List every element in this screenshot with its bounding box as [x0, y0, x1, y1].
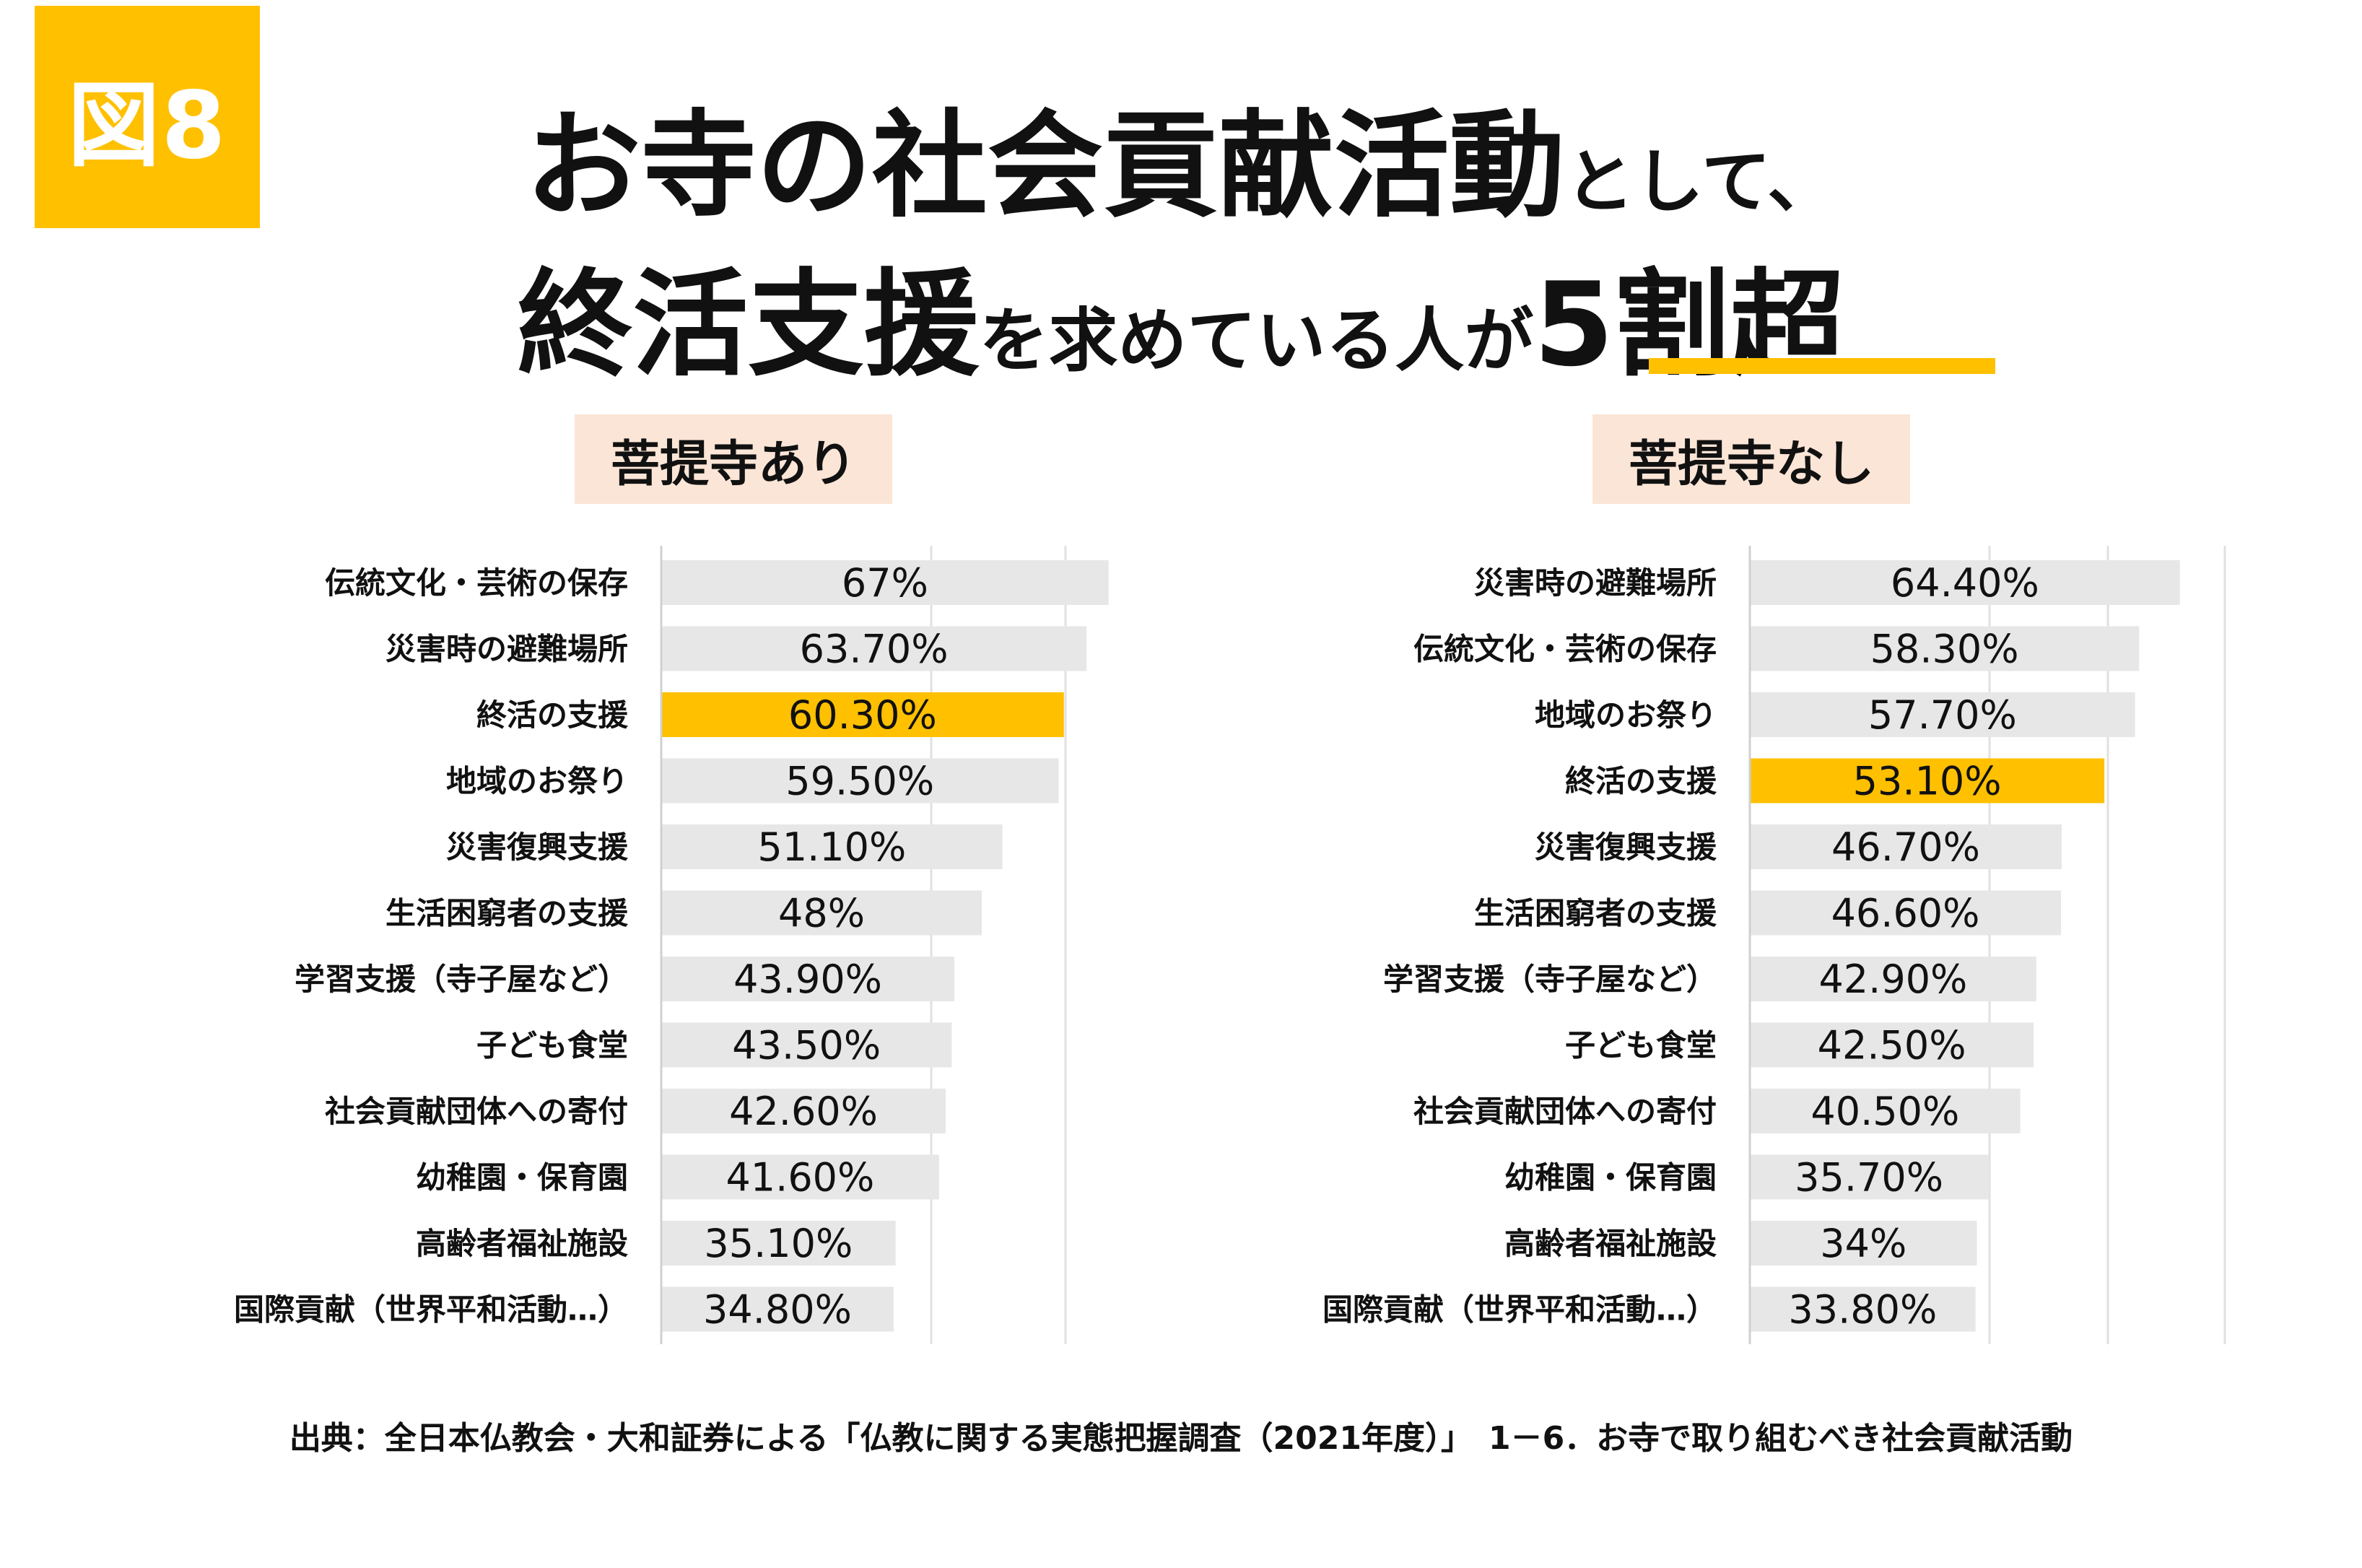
left-bar — [661, 824, 1003, 869]
right-value-label: 40.50% — [1810, 1089, 1959, 1134]
right-value-label: 35.70% — [1795, 1155, 1943, 1201]
panel-title-with-family-temple: 菩提寺あり — [575, 414, 892, 504]
right-value-label: 46.70% — [1831, 824, 1980, 870]
right-category-label: 高齢者福祉施設 — [1504, 1226, 1717, 1261]
left-bar — [661, 1089, 946, 1133]
left-bar — [661, 957, 955, 1001]
left-category-label: 国際貢献（世界平和活動…） — [234, 1292, 628, 1328]
left-value-label: 60.30% — [788, 692, 937, 738]
left-bar — [661, 890, 982, 936]
left-value-label: 35.10% — [704, 1221, 853, 1266]
figure-number-badge: 図8 — [35, 6, 260, 228]
left-category-label: 終活の支援 — [476, 697, 629, 733]
left-category-label: 子ども食堂 — [476, 1028, 628, 1063]
right-value-label: 42.50% — [1818, 1023, 1966, 1068]
right-bar — [1750, 957, 2036, 1001]
headline-connector-2: を求めている人が — [979, 300, 1534, 381]
headline-line-1: お寺の社会貢献活動として、 — [0, 72, 2362, 240]
left-bar — [661, 626, 1087, 671]
right-bar — [1750, 626, 2140, 671]
left-value-label: 42.60% — [729, 1089, 878, 1134]
panel-title-without-family-temple: 菩提寺なし — [1592, 414, 1910, 504]
right-bar — [1750, 692, 2135, 737]
left-category-label: 地域のお祭り — [446, 764, 628, 799]
left-category-label: 伝統文化・芸術の保存 — [325, 565, 628, 601]
right-bar — [1750, 560, 2180, 605]
left-value-label: 34.80% — [703, 1287, 852, 1333]
right-category-label: 学習支援（寺子屋など） — [1383, 962, 1717, 997]
right-category-label: 災害復興支援 — [1535, 829, 1717, 865]
left-bar-highlight — [661, 692, 1064, 737]
right-bar — [1750, 1089, 2021, 1133]
left-bar — [661, 1286, 894, 1332]
left-value-label: 43.90% — [733, 957, 882, 1002]
right-value-label: 64.40% — [1891, 560, 2039, 606]
left-bar — [661, 1221, 896, 1266]
left-value-label: 43.50% — [732, 1023, 881, 1068]
left-bar — [661, 1022, 952, 1068]
right-category-label: 終活の支援 — [1565, 764, 1717, 799]
left-value-label: 67% — [842, 560, 928, 606]
left-category-label: 災害時の避難場所 — [385, 632, 628, 667]
right-category-label: 生活困窮者の支援 — [1474, 896, 1717, 931]
left-value-label: 63.70% — [800, 627, 949, 672]
right-category-label: 社会貢献団体への寄付 — [1413, 1094, 1717, 1129]
left-value-label: 48% — [778, 891, 865, 936]
left-value-label: 51.10% — [757, 824, 906, 870]
right-value-label: 53.10% — [1853, 759, 2002, 804]
left-value-label: 41.60% — [725, 1155, 874, 1201]
headline-line-2: 終活支援を求めている人が5割超 — [0, 231, 2362, 398]
right-category-label: 伝統文化・芸術の保存 — [1413, 632, 1717, 667]
right-bar — [1750, 1154, 1989, 1200]
right-category-label: 国際貢献（世界平和活動…） — [1322, 1292, 1717, 1328]
right-value-label: 57.70% — [1868, 692, 2017, 738]
right-value-label: 34% — [1820, 1221, 1906, 1266]
right-bar — [1750, 1286, 1976, 1332]
right-category-label: 地域のお祭り — [1535, 697, 1717, 733]
right-category-label: 子ども食堂 — [1565, 1028, 1717, 1063]
left-category-label: 学習支援（寺子屋など） — [295, 962, 628, 997]
left-bar — [661, 758, 1059, 803]
headline-accent-underline — [1649, 358, 1995, 374]
right-bar — [1750, 890, 2062, 936]
headline-emphasis-end-of-life-support: 終活支援 — [517, 257, 980, 392]
left-category-label: 高齢者福祉施設 — [416, 1226, 628, 1261]
right-value-label: 33.80% — [1788, 1287, 1937, 1333]
right-bar — [1750, 824, 2062, 869]
left-bar — [661, 1154, 939, 1200]
left-value-label: 59.50% — [785, 759, 934, 804]
left-category-label: 生活困窮者の支援 — [385, 896, 629, 931]
right-bar-highlight — [1750, 758, 2105, 803]
right-bar — [1750, 1022, 2034, 1068]
right-bar — [1750, 1221, 1977, 1266]
source-citation: 出典：全日本仏教会・大和証券による「仏教に関する実態把握調査（2021年度）」 … — [289, 1420, 2073, 1457]
right-value-label: 46.60% — [1831, 891, 1980, 936]
left-category-label: 幼稚園・保育園 — [416, 1160, 628, 1195]
headline-emphasis-social-contribution: お寺の社会貢献活動 — [525, 98, 1565, 233]
right-value-label: 58.30% — [1870, 627, 2019, 672]
left-category-label: 災害復興支援 — [446, 829, 629, 865]
right-value-label: 42.90% — [1818, 957, 1967, 1002]
right-category-label: 災害時の避難場所 — [1474, 565, 1717, 601]
left-bar — [661, 560, 1109, 605]
left-category-label: 社会貢献団体への寄付 — [325, 1094, 628, 1129]
headline-connector-1: として、 — [1564, 141, 1837, 222]
right-category-label: 幼稚園・保育園 — [1504, 1160, 1717, 1195]
